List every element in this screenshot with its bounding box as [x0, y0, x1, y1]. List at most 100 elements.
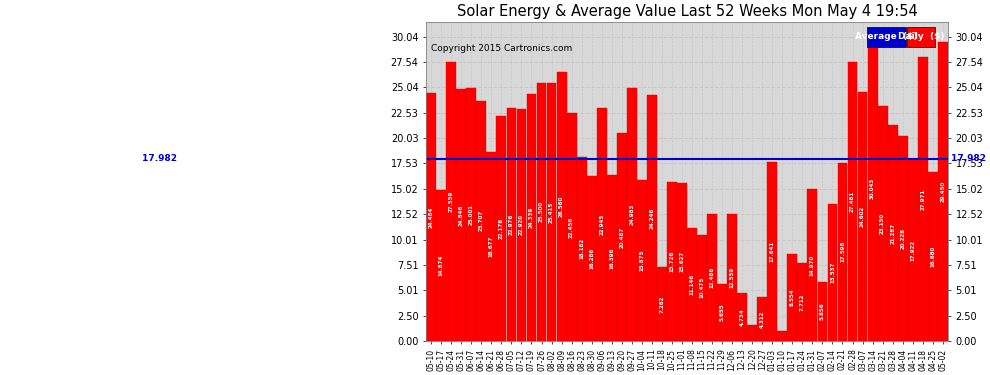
Bar — [938, 42, 947, 341]
Bar — [787, 254, 797, 341]
Text: 11.146: 11.146 — [689, 274, 695, 295]
Bar — [918, 57, 928, 341]
Text: 14.874: 14.874 — [439, 255, 444, 276]
Bar — [437, 190, 446, 341]
Bar — [577, 157, 586, 341]
Text: 25.001: 25.001 — [469, 204, 474, 225]
Bar — [777, 331, 787, 341]
Text: 27.971: 27.971 — [921, 189, 926, 210]
Text: 12.559: 12.559 — [730, 267, 735, 288]
Text: 7.262: 7.262 — [659, 296, 664, 313]
Text: 24.983: 24.983 — [630, 204, 635, 225]
Text: 5.655: 5.655 — [720, 303, 725, 321]
Bar — [446, 62, 456, 341]
Bar — [556, 72, 566, 341]
Text: 10.475: 10.475 — [700, 277, 705, 298]
Text: 7.712: 7.712 — [800, 293, 805, 310]
Text: 20.487: 20.487 — [620, 226, 625, 248]
Text: 24.246: 24.246 — [649, 207, 654, 229]
Bar — [888, 125, 898, 341]
Bar — [697, 235, 707, 341]
Bar — [728, 214, 737, 341]
Text: 14.970: 14.970 — [810, 255, 815, 276]
Bar — [677, 183, 687, 341]
Text: 29.450: 29.450 — [940, 181, 945, 203]
Text: Average  ($): Average ($) — [855, 32, 918, 41]
Bar — [828, 204, 838, 341]
Text: 22.945: 22.945 — [599, 214, 604, 235]
Bar — [847, 63, 857, 341]
Text: 22.976: 22.976 — [509, 214, 514, 235]
Bar — [857, 92, 867, 341]
Text: Copyright 2015 Cartronics.com: Copyright 2015 Cartronics.com — [432, 44, 572, 53]
Bar — [507, 108, 517, 341]
Bar — [627, 88, 637, 341]
Bar — [747, 326, 757, 341]
Text: 15.627: 15.627 — [679, 251, 684, 272]
Text: 23.150: 23.150 — [880, 213, 885, 234]
Bar — [546, 83, 556, 341]
Bar — [717, 284, 727, 341]
Title: Solar Energy & Average Value Last 52 Weeks Mon May 4 19:54: Solar Energy & Average Value Last 52 Wee… — [456, 4, 918, 19]
Bar — [667, 182, 677, 341]
Text: 30.043: 30.043 — [870, 178, 875, 200]
Bar — [878, 106, 888, 341]
Bar — [587, 176, 597, 341]
Bar — [767, 162, 777, 341]
Text: 17.982: 17.982 — [947, 154, 986, 163]
Bar — [838, 163, 847, 341]
Bar — [607, 175, 617, 341]
Text: 26.560: 26.560 — [559, 196, 564, 217]
Text: 22.456: 22.456 — [569, 216, 574, 238]
Bar — [566, 113, 576, 341]
Bar — [486, 152, 496, 341]
Bar — [928, 172, 938, 341]
Text: 24.846: 24.846 — [458, 204, 463, 226]
Text: 17.922: 17.922 — [910, 240, 915, 261]
Bar — [867, 36, 877, 341]
Text: 17.641: 17.641 — [770, 241, 775, 262]
Bar — [657, 267, 667, 341]
Bar — [597, 108, 607, 341]
Text: 15.726: 15.726 — [669, 251, 674, 272]
Text: 27.481: 27.481 — [850, 191, 855, 212]
Text: 16.680: 16.680 — [931, 246, 936, 267]
Text: 24.602: 24.602 — [860, 206, 865, 227]
Text: 4.312: 4.312 — [759, 310, 764, 328]
Text: 24.339: 24.339 — [529, 207, 534, 228]
Text: Daily  ($): Daily ($) — [898, 32, 944, 41]
Bar — [517, 109, 527, 341]
FancyBboxPatch shape — [867, 27, 906, 47]
Bar — [617, 134, 627, 341]
FancyBboxPatch shape — [907, 27, 936, 47]
Text: 24.484: 24.484 — [429, 206, 434, 228]
Text: 20.228: 20.228 — [900, 228, 905, 249]
Bar — [707, 214, 717, 341]
Bar — [898, 136, 908, 341]
Bar — [808, 189, 818, 341]
Text: 16.286: 16.286 — [589, 248, 594, 269]
Text: 13.537: 13.537 — [830, 262, 835, 283]
Bar — [646, 95, 656, 341]
Bar — [456, 89, 466, 341]
Text: 21.287: 21.287 — [890, 222, 895, 244]
Bar — [908, 159, 918, 341]
Text: 16.396: 16.396 — [609, 247, 614, 268]
Text: 25.415: 25.415 — [549, 201, 554, 223]
Text: 15.875: 15.875 — [640, 250, 644, 271]
Bar — [427, 93, 436, 341]
Text: 12.486: 12.486 — [710, 267, 715, 288]
Text: 5.856: 5.856 — [820, 303, 825, 320]
Text: 18.677: 18.677 — [489, 236, 494, 257]
Bar — [527, 94, 537, 341]
Bar — [537, 82, 546, 341]
Bar — [798, 263, 807, 341]
Bar — [757, 297, 767, 341]
Text: 22.178: 22.178 — [499, 218, 504, 239]
Bar — [466, 88, 476, 341]
Bar — [687, 228, 697, 341]
Bar — [818, 282, 828, 341]
Bar — [637, 180, 646, 341]
Text: 4.734: 4.734 — [740, 308, 744, 326]
Text: 8.554: 8.554 — [790, 289, 795, 306]
